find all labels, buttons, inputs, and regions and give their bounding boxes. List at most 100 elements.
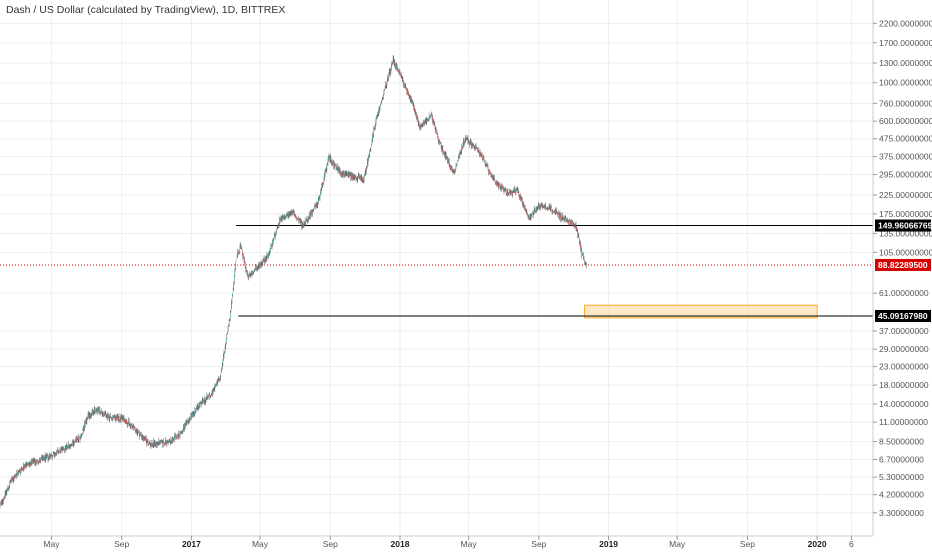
- candle-body: [41, 458, 42, 459]
- candle-body: [111, 417, 112, 418]
- candle-body: [403, 80, 404, 84]
- candle-body: [439, 140, 440, 141]
- candle-body: [528, 215, 529, 217]
- candle-body: [90, 416, 91, 417]
- candle-body: [168, 441, 169, 443]
- candle-body: [226, 338, 227, 341]
- candle-body: [484, 161, 485, 162]
- candle-body: [491, 177, 492, 178]
- candle-body: [252, 272, 253, 273]
- candle-body: [184, 427, 185, 429]
- candle-body: [421, 126, 422, 127]
- candle-body: [575, 226, 576, 227]
- candle-body: [54, 454, 55, 455]
- candle-body: [428, 119, 429, 120]
- candle-body: [347, 172, 348, 174]
- candle-body: [431, 116, 432, 117]
- candle-body: [22, 467, 23, 468]
- candle-body: [315, 206, 316, 207]
- candle-body: [484, 159, 485, 160]
- candle-body: [52, 456, 53, 457]
- candle-body: [263, 261, 264, 262]
- candle-body: [56, 453, 57, 454]
- candle-body: [145, 438, 146, 441]
- candle-body: [389, 72, 390, 75]
- candle-body: [44, 457, 45, 460]
- candle-body: [473, 146, 474, 147]
- candle-body: [70, 445, 71, 447]
- candle-body: [165, 440, 166, 443]
- candle-body: [470, 143, 471, 144]
- candle-body: [555, 210, 556, 213]
- candle-body: [204, 399, 205, 402]
- candle-body: [572, 222, 573, 223]
- candle-body: [0, 504, 1, 505]
- candle-body: [29, 463, 30, 464]
- candle-body: [165, 443, 166, 445]
- candle-body: [382, 99, 383, 100]
- candle-body: [416, 115, 417, 118]
- candle-body: [332, 161, 333, 162]
- candle-body: [459, 157, 460, 158]
- candle-body: [441, 145, 442, 147]
- candle-body: [465, 138, 466, 140]
- candle-body: [109, 417, 110, 419]
- candle-body: [212, 392, 213, 394]
- candle-body: [508, 192, 509, 195]
- candle-body: [453, 171, 454, 174]
- candle-body: [124, 419, 125, 422]
- candle-body: [538, 204, 539, 209]
- candle-body: [546, 209, 547, 210]
- candle-body: [525, 207, 526, 211]
- candle-body: [117, 416, 118, 418]
- candle-body: [140, 434, 141, 435]
- candle-body: [479, 150, 480, 152]
- candle-body: [181, 433, 182, 434]
- candle-body: [43, 457, 44, 458]
- candle-body: [71, 443, 72, 445]
- candle-body: [113, 416, 114, 417]
- candle-body: [524, 207, 525, 208]
- candle-body: [180, 432, 181, 433]
- candle-body: [535, 211, 536, 212]
- candle-body: [88, 415, 89, 416]
- candle-body: [347, 173, 348, 175]
- candle-body: [564, 218, 565, 220]
- candle-body: [309, 215, 310, 219]
- candle-body: [388, 77, 389, 79]
- candle-body: [219, 378, 220, 380]
- price-tick-label: 760.00000000: [879, 98, 932, 108]
- candle-body: [9, 483, 10, 487]
- candle-body: [561, 219, 562, 220]
- candle-body: [378, 112, 379, 113]
- candle-body: [5, 493, 6, 494]
- candle-body: [33, 460, 34, 463]
- candle-body: [505, 189, 506, 190]
- candle-body: [417, 116, 418, 117]
- candle-body: [524, 205, 525, 206]
- candle-body: [25, 465, 26, 467]
- candle-body: [543, 206, 544, 207]
- candle-body: [447, 159, 448, 160]
- candle-body: [568, 221, 569, 224]
- candle-body: [325, 171, 326, 174]
- candle-body: [420, 125, 421, 127]
- candle-body: [480, 152, 481, 154]
- candle-body: [277, 226, 278, 229]
- candle-body: [234, 276, 235, 282]
- candle-body: [517, 189, 518, 190]
- candle-body: [176, 436, 177, 437]
- candle-body: [302, 225, 303, 227]
- candle-body: [563, 217, 564, 220]
- candle-body: [343, 172, 344, 174]
- candle-body: [575, 227, 576, 228]
- candle-body: [283, 217, 284, 218]
- candle-body: [480, 153, 481, 156]
- candle-body: [163, 442, 164, 444]
- candle-body: [295, 216, 296, 217]
- candle-body: [578, 235, 579, 236]
- candle-body: [238, 253, 239, 254]
